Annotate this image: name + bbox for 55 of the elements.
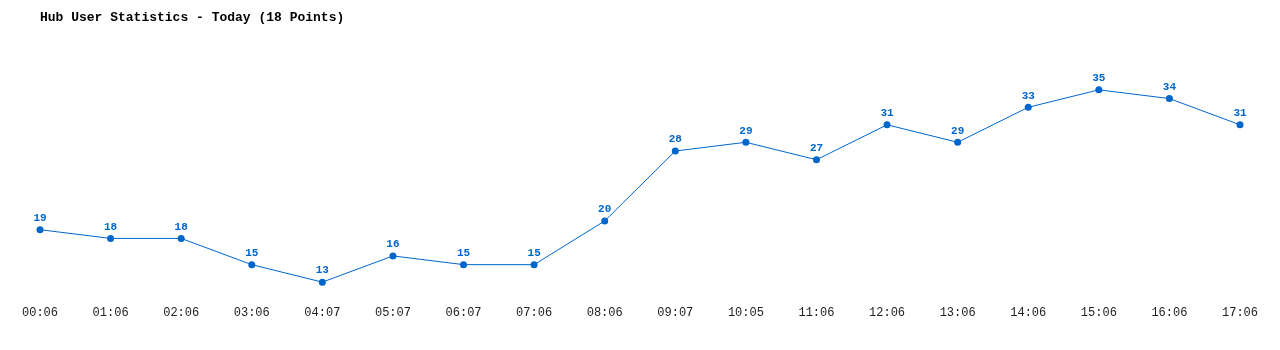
x-tick-label: 12:06	[869, 305, 906, 320]
x-tick-label: 15:06	[1080, 305, 1117, 320]
point	[883, 121, 891, 129]
point	[36, 226, 44, 234]
point	[812, 156, 820, 164]
chart-title: Hub User Statistics - Today (18 Points)	[40, 10, 345, 26]
data-label: 27	[809, 142, 824, 155]
x-tick-label: 17:06	[1221, 305, 1259, 320]
point	[389, 252, 397, 260]
data-label: 16	[386, 238, 400, 251]
point	[107, 234, 115, 242]
point	[248, 261, 256, 269]
x-tick-label: 08:06	[586, 305, 623, 320]
x-tick-label: 01:06	[92, 305, 129, 320]
data-label: 31	[1233, 107, 1247, 120]
data-label: 28	[668, 133, 683, 146]
x-tick-label: 02:06	[163, 305, 200, 320]
x-tick-label: 07:06	[516, 305, 553, 320]
data-label: 15	[456, 246, 471, 259]
data-label: 15	[527, 246, 542, 259]
point	[318, 278, 326, 286]
point	[601, 217, 609, 225]
point	[177, 234, 185, 242]
data-label: 19	[33, 211, 47, 224]
x-tick-label: 05:07	[374, 305, 411, 320]
x-tick-label: 10:05	[727, 305, 764, 320]
point	[1024, 103, 1032, 111]
data-label: 29	[739, 124, 753, 137]
point	[460, 261, 468, 269]
data-label: 13	[315, 264, 330, 277]
x-tick-label: 09:07	[657, 305, 694, 320]
x-tick-label: 06:07	[445, 305, 482, 320]
x-tick-label: 03:06	[233, 305, 270, 320]
point	[671, 147, 679, 155]
data-label: 34	[1162, 80, 1177, 93]
data-label: 18	[103, 220, 118, 233]
data-label: 15	[245, 246, 259, 259]
point	[530, 261, 538, 269]
data-label: 33	[1021, 89, 1036, 102]
data-label: 35	[1092, 72, 1106, 85]
data-label: 20	[598, 203, 612, 216]
point	[742, 138, 750, 146]
x-tick-label: 11:06	[798, 305, 835, 320]
point	[1095, 86, 1103, 94]
point	[1165, 95, 1173, 103]
x-tick-label: 13:06	[939, 305, 976, 320]
x-tick-label: 04:07	[304, 305, 341, 320]
point	[1236, 121, 1244, 129]
x-tick-label: 14:06	[1010, 305, 1047, 320]
data-label: 18	[174, 220, 189, 233]
x-tick-label: 16:06	[1151, 305, 1188, 320]
data-label: 29	[951, 124, 965, 137]
data-label: 31	[880, 107, 895, 120]
point	[954, 138, 962, 146]
x-tick-label: 00:06	[21, 305, 59, 320]
